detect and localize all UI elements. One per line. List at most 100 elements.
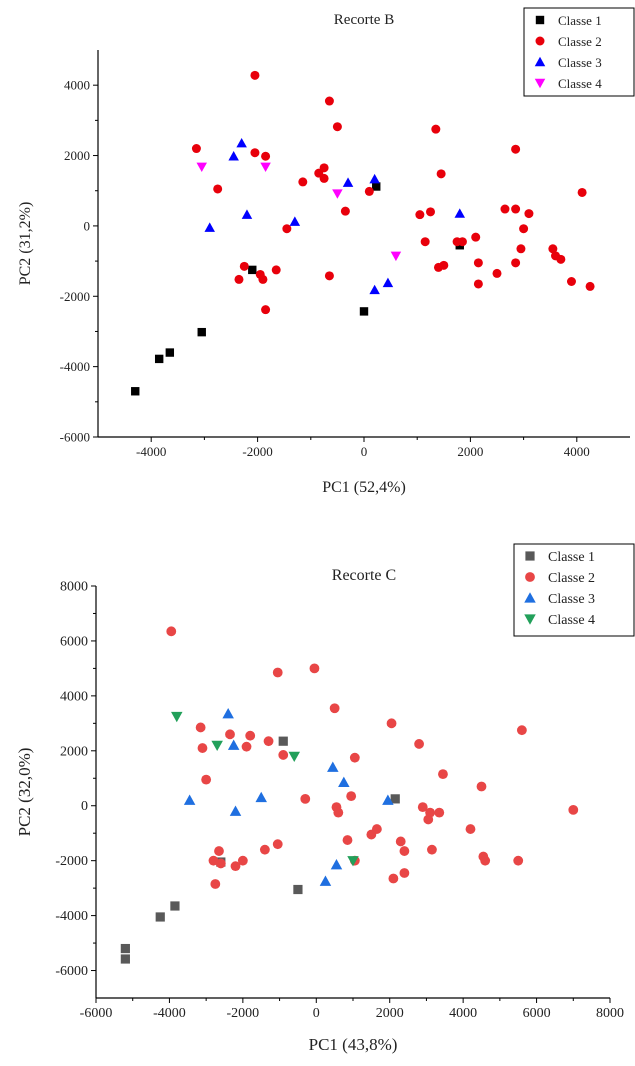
chart2-point-circle (371, 824, 382, 834)
chart1-point-circle (239, 261, 249, 271)
chart2-y-tick-label: 4000 (60, 689, 88, 704)
chart2-point-circle (309, 663, 320, 674)
chart1-point-circle (511, 144, 521, 154)
chart2-y-tick-label: -4000 (55, 909, 88, 924)
chart2-point-triangle-up (338, 776, 350, 787)
chart2-point-circle (166, 626, 177, 637)
chart2-point-circle (427, 844, 437, 855)
chart1-point-triangle-up (369, 173, 380, 184)
chart2-point-circle (259, 844, 270, 855)
chart2-point-triangle-up (319, 875, 332, 886)
chart2-point-circle (438, 769, 448, 780)
chart2-point-circle (225, 729, 235, 740)
chart2-legend-marker-2 (525, 572, 535, 582)
chart2-x-tick-label: 4000 (449, 1006, 477, 1021)
chart1-point-circle (511, 258, 521, 268)
chart2-point-triangle-up (382, 794, 394, 805)
chart2-x-tick-label: -6000 (80, 1006, 113, 1021)
chart2-point-circle (329, 703, 340, 714)
chart1-legend-label-3: Classe 3 (558, 55, 602, 70)
chart2-point-circle (568, 804, 579, 815)
chart1-legend-marker-2 (535, 36, 545, 46)
chart2-point-square (155, 912, 165, 922)
chart1-point-circle (250, 148, 260, 158)
chart2-y-tick-label: 6000 (60, 634, 88, 649)
chart2-group: -6000 -4000 -2000 0 2000 4000 6000 8000 -6000 -40… (15, 543, 635, 1054)
chart2-point-circle (195, 722, 206, 733)
chart1-point-circle (332, 122, 342, 132)
chart2-point-circle (263, 736, 274, 747)
chart1-point-circle (471, 232, 481, 242)
chart2-legend-label-3: Classe 3 (548, 592, 595, 607)
chart2-point-circle (245, 730, 256, 741)
chart2-point-circle (349, 752, 360, 763)
chart1-point-triangle-down (390, 251, 402, 262)
chart1-x-tick-label: 2000 (457, 444, 483, 459)
chart1-point-square (197, 327, 206, 337)
chart1-point-square (372, 182, 381, 191)
chart2-point-circle (278, 750, 289, 760)
chart1-point-circle (261, 151, 271, 161)
chart1-x-tick-label: -4000 (136, 444, 166, 459)
chart1-point-circle (298, 177, 308, 187)
chart2-x-tick-label: -4000 (153, 1006, 186, 1021)
chart2-point-square (120, 954, 130, 964)
chart1-point-triangle-up (204, 222, 215, 232)
chart2-point-circle (516, 725, 527, 736)
chart2-point-circle (210, 879, 221, 889)
chart1-y-tick-label: 2000 (64, 148, 90, 163)
chart1-y-tick-label: -4000 (60, 359, 90, 374)
chart1-point-square (154, 354, 164, 364)
chart1-y-tick-label: 0 (84, 218, 91, 233)
chart1-series-2 (191, 70, 595, 315)
chart1-point-triangle-up (236, 137, 247, 148)
chart2-point-circle (399, 868, 410, 878)
chart2-point-circle (272, 839, 283, 850)
chart1-point-triangle-up (289, 216, 301, 226)
chart1-point-circle (519, 224, 529, 234)
chart1-point-triangle-up (342, 177, 354, 187)
chart1-point-circle (234, 274, 244, 284)
chart2-point-triangle-up (327, 761, 339, 772)
chart1-point-circle (577, 187, 587, 197)
chart2-point-circle (434, 807, 445, 818)
chart2-point-circle (513, 855, 524, 866)
chart1-point-circle (420, 237, 430, 247)
chart2-legend-marker-3 (524, 592, 536, 603)
chart2-point-circle (346, 791, 357, 802)
chart1-y-tick-label: -6000 (60, 430, 90, 445)
chart2-y-tick-label: 0 (81, 799, 88, 814)
chart1-point-square (359, 307, 369, 316)
chart2-point-circle (230, 861, 241, 872)
chart1-point-circle (426, 207, 435, 217)
chart1-legend-label-4: Classe 4 (558, 76, 602, 91)
chart2-point-circle (417, 802, 428, 813)
chart2-point-circle (237, 855, 248, 866)
chart2-y-tick-label: 2000 (60, 744, 88, 759)
chart1-series-1 (131, 182, 464, 396)
chart1-point-circle (473, 258, 483, 268)
chart1-point-circle (585, 281, 595, 291)
chart2-point-square (170, 901, 180, 911)
chart1-point-circle (516, 244, 526, 254)
chart1-point-circle (324, 96, 334, 106)
chart1-point-square (165, 348, 175, 357)
chart2-legend-label-2: Classe 2 (548, 571, 595, 586)
chart2-legend-label-1: Classe 1 (548, 550, 595, 565)
chart1-point-circle (191, 144, 201, 154)
chart2-point-triangle-up (229, 805, 242, 816)
chart2-legend: Classe 1 Classe 2 Classe 3 Classe 4 (513, 543, 635, 637)
chart1-point-circle (511, 204, 521, 214)
chart1-point-circle (324, 271, 334, 281)
chart1-point-triangle-down (332, 189, 343, 199)
chart1-point-circle (436, 169, 446, 179)
chart1-point-circle (457, 237, 467, 247)
chart2-series-4 (171, 711, 359, 867)
chart1-x-axis-label: PC1 (52,4%) (322, 479, 406, 496)
chart1-point-circle (415, 210, 425, 220)
chart1-point-triangle-down (196, 162, 207, 173)
chart1-point-circle (548, 244, 558, 254)
chart2-point-circle (386, 718, 397, 729)
chart1-legend-label-2: Classe 2 (558, 34, 602, 49)
chart2-x-tick-label: 6000 (523, 1006, 551, 1021)
